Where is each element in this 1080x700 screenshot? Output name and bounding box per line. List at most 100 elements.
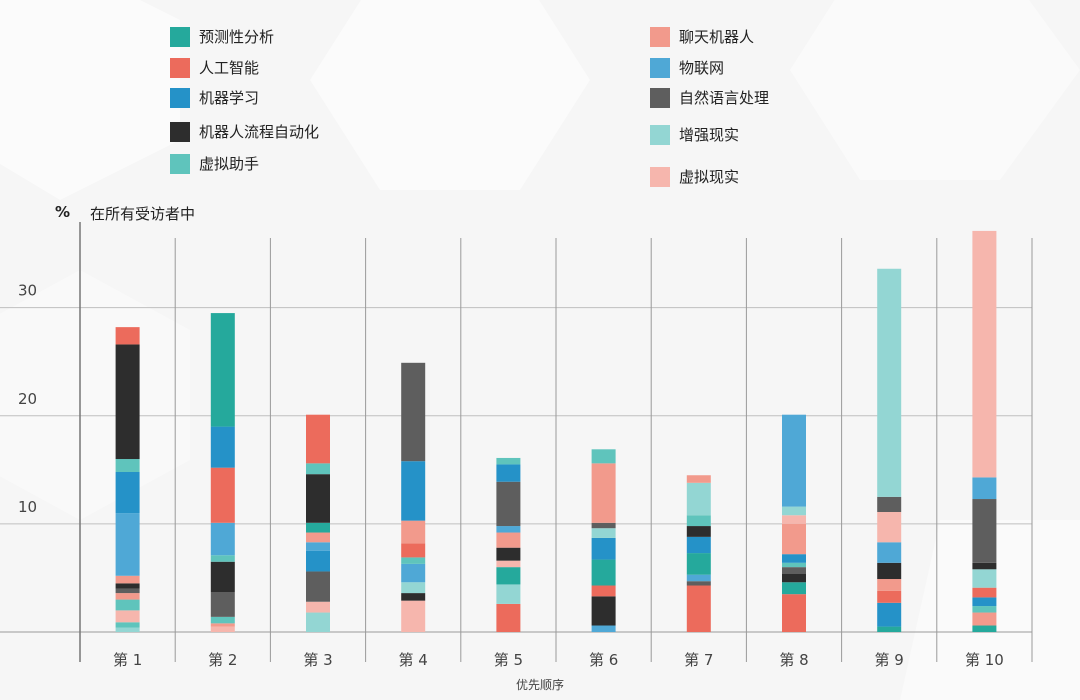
bar-segment-vr — [782, 515, 806, 524]
bar-segment-predictive — [591, 559, 616, 586]
bar-segment-ml — [782, 554, 806, 563]
bar-segment-predictive — [210, 313, 235, 427]
x-tick-label: 第 10 — [965, 651, 1004, 669]
bar-segment-va — [115, 599, 140, 611]
x-tick-label: 第 5 — [494, 651, 523, 669]
bar-segment-iot — [401, 563, 426, 583]
bar-segment-chatbot — [401, 520, 426, 544]
x-axis-label: 优先顺序 — [515, 678, 564, 692]
legend-swatch — [650, 87, 670, 108]
bar-segment-va — [115, 622, 140, 628]
legend-swatch — [170, 87, 190, 108]
legend-swatch — [170, 153, 190, 174]
bar-segment-rpa — [306, 474, 330, 523]
bar-segment-ar — [591, 528, 616, 538]
bar-segment-ai — [496, 603, 521, 632]
bar-segment-chatbot — [115, 593, 140, 600]
bar-segment-predictive — [306, 522, 330, 533]
bar-segment-chatbot — [972, 612, 997, 626]
bar-segment-chatbot — [686, 475, 711, 483]
bar-segment-chatbot — [877, 579, 902, 591]
bar-segment-rpa — [210, 561, 235, 592]
x-tick-label: 第 1 — [113, 651, 142, 669]
bar-segment-ai — [210, 467, 235, 523]
bar-segment-ar — [686, 482, 711, 516]
bar-segment-va — [496, 457, 521, 465]
bar-segment-nlp — [877, 496, 902, 512]
bar-segment-rpa — [782, 573, 806, 583]
bar-segment-iot — [782, 414, 806, 507]
bar-segment-iot — [877, 542, 902, 563]
bar-segment-ar — [782, 506, 806, 516]
legend-item-iot: 物联网 — [650, 57, 724, 78]
bar-segment-chatbot — [210, 623, 235, 627]
bar-segment-rpa — [686, 526, 711, 537]
legend-item-vr: 虚拟现实 — [650, 166, 739, 187]
bar-segment-rpa — [401, 593, 426, 601]
bar-segment-iot — [306, 542, 330, 551]
bar-segment-ml — [496, 464, 521, 482]
bar-segment-nlp — [210, 592, 235, 617]
bar-segment-va — [686, 515, 711, 527]
bar-segment-ml — [591, 537, 616, 560]
bar-segment-ar — [115, 627, 140, 632]
bar-segment-vr — [972, 230, 997, 478]
bar-segment-ml — [972, 597, 997, 607]
legend-label: 聊天机器人 — [679, 28, 755, 46]
y-tick-label: 20 — [18, 390, 37, 408]
bar-segment-ml — [306, 550, 330, 572]
bar-segment-ai — [877, 590, 902, 603]
bar-segment-va — [306, 463, 330, 475]
legend-label: 增强现实 — [679, 126, 740, 144]
bar-segment-iot — [972, 477, 997, 500]
legend-label: 机器学习 — [199, 89, 260, 107]
bar-segment-vr — [306, 601, 330, 613]
bar-segment-vr — [210, 626, 235, 632]
bar-segment-predictive — [782, 582, 806, 595]
bar-segment-va — [782, 562, 806, 568]
bar-segment-ar — [496, 584, 521, 604]
legend-swatch — [650, 166, 670, 187]
bar-segment-nlp — [972, 499, 997, 563]
bar-segment-chatbot — [496, 532, 521, 548]
x-tick-label: 第 8 — [779, 651, 808, 669]
bar-segment-ai — [401, 543, 426, 558]
legend-label: 物联网 — [679, 59, 725, 77]
y-axis-unit: % — [55, 203, 71, 221]
x-tick-label: 第 4 — [399, 651, 428, 669]
bar-segment-ar — [877, 268, 902, 497]
bar-segment-iot — [496, 526, 521, 533]
bar-segment-nlp — [496, 481, 521, 527]
x-tick-label: 第 9 — [875, 651, 904, 669]
bar-segment-ai — [782, 594, 806, 632]
legend-label: 预测性分析 — [199, 28, 275, 46]
bar-segment-ml — [686, 536, 711, 554]
bar-segment-chatbot — [782, 523, 806, 555]
legend-item-ai: 人工智能 — [170, 57, 259, 78]
bar-segment-va — [401, 557, 426, 564]
legend-swatch — [650, 57, 670, 78]
bar-segment-vr — [877, 512, 902, 543]
bar-segment-rpa — [115, 344, 140, 460]
legend-item-ml: 机器学习 — [170, 87, 259, 108]
bar-segment-nlp — [782, 567, 806, 574]
bar-segment-vr — [496, 560, 521, 568]
legend-label: 虚拟现实 — [679, 168, 740, 186]
bar-segment-ml — [115, 472, 140, 514]
bar-segment-ar — [401, 582, 426, 594]
bar-segment-va — [210, 555, 235, 562]
bar-segment-rpa — [877, 562, 902, 580]
bar-segment-nlp — [401, 362, 426, 462]
bar-segment-nlp — [591, 522, 616, 529]
bar-segment-rpa — [496, 547, 521, 561]
legend-swatch — [650, 124, 670, 145]
bar-segment-iot — [591, 625, 616, 632]
bar-segment-ml — [401, 461, 426, 521]
bar-segment-iot — [686, 574, 711, 582]
bar-segment-nlp — [115, 588, 140, 594]
bar-segment-ai — [972, 587, 997, 598]
legend-label: 虚拟助手 — [199, 155, 260, 173]
bar-segment-ml — [210, 426, 235, 468]
bar-segment-vr — [115, 610, 140, 623]
